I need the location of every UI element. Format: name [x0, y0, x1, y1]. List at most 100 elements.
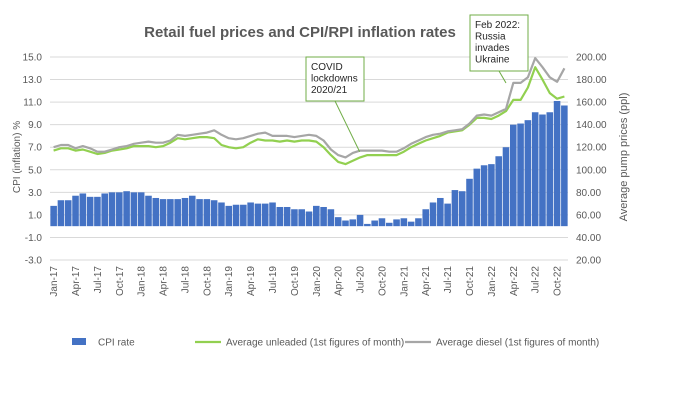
cpi-bar: [247, 202, 254, 227]
x-tick-label: Jan-20: [312, 266, 323, 297]
cpi-bar: [342, 220, 349, 227]
cpi-bar: [101, 193, 109, 227]
y-tick-label-right: 120.00: [576, 143, 607, 154]
cpi-bar: [466, 178, 473, 227]
y-tick-label-right: 140.00: [576, 120, 607, 131]
y-tick-label-left: 13.0: [23, 75, 43, 86]
legend-label: Average diesel (1st figures of month): [436, 338, 599, 349]
cpi-bar: [553, 100, 561, 227]
x-tick-label: Oct-20: [378, 266, 389, 296]
cpi-bar: [407, 221, 415, 227]
callout-text: lockdowns: [311, 74, 358, 85]
x-tick-label: Jan-18: [137, 266, 148, 297]
cpi-bar: [393, 219, 400, 227]
y-tick-label-right: 60.00: [576, 210, 601, 221]
cpi-bar: [473, 168, 481, 227]
cpi-bar: [152, 197, 160, 227]
cpi-bar: [422, 209, 430, 227]
cpi-bar: [444, 203, 451, 227]
fuel-lines: [53, 56, 566, 166]
x-tick-label: Oct-19: [290, 266, 301, 296]
cpi-bar: [364, 223, 371, 227]
x-tick-label: Jul-21: [443, 266, 454, 294]
callout-leader: [334, 100, 361, 152]
x-tick-label: Jan-22: [487, 266, 498, 297]
cpi-bar: [116, 192, 123, 227]
cpi-bar: [283, 206, 291, 227]
cpi-bar: [240, 204, 247, 227]
cpi-bar: [334, 217, 342, 227]
right-axis-ticks: 20.00 40.00 60.00 80.00 100.00 120.00 140.00 16…: [576, 53, 607, 267]
y-tick-label-right: 40.00: [576, 233, 601, 244]
legend-label: Average unleaded (1st figures of month): [226, 338, 404, 349]
callout-box: [305, 56, 365, 102]
callout-box: [469, 14, 529, 72]
cpi-bar: [488, 164, 495, 227]
left-axis-ticks: -3.0 -1.0 1.0 3.0 5.0 7.0 9.0 11.0 13.0 15.0: [23, 53, 43, 267]
cpi-bar: [517, 123, 524, 227]
cpi-bar: [254, 203, 262, 227]
cpi-bar: [137, 192, 145, 227]
y-tick-label-left: 7.0: [28, 143, 42, 154]
x-axis-ticks: Jan-17 Apr-17 Jul-17 Oct-17 Jan-18 Apr-18 Jul-…: [49, 266, 563, 297]
y-tick-label-right: 20.00: [576, 256, 601, 267]
cpi-bar: [218, 202, 225, 227]
cpi-bar: [174, 199, 181, 227]
cpi-bar: [291, 209, 298, 227]
cpi-bar: [188, 195, 196, 227]
cpi-bar: [108, 192, 116, 227]
unleaded-line: [53, 66, 565, 166]
chart-title: Retail fuel prices and CPI/RPI inflation…: [144, 24, 456, 41]
callout-text: Ukraine: [475, 55, 510, 66]
callout-text: Feb 2022:: [475, 20, 520, 31]
cpi-bar: [57, 200, 65, 227]
legend: CPI rate Average unleaded (1st figures of…: [72, 338, 599, 349]
y-tick-label-right: 80.00: [576, 188, 601, 199]
cpi-bar: [502, 147, 510, 227]
x-tick-label: Apr-22: [509, 266, 520, 296]
cpi-bar: [561, 105, 568, 227]
x-tick-label: Apr-17: [71, 266, 82, 296]
x-tick-label: Jul-20: [356, 266, 367, 294]
cpi-bar: [429, 202, 437, 227]
callout-text: invades: [475, 43, 509, 54]
cpi-bar: [196, 199, 203, 227]
cpi-bar: [130, 192, 138, 227]
x-tick-label: Jan-21: [399, 266, 410, 297]
cpi-bar: [451, 190, 459, 227]
y-axis-label-right: Average pump prices (ppl): [618, 93, 630, 222]
y-axis-label-left: CPI (inflation) %: [12, 121, 23, 193]
y-tick-label-left: 9.0: [28, 120, 42, 131]
cpi-bar: [531, 112, 539, 227]
y-tick-label-right: 180.00: [576, 75, 607, 86]
y-tick-label-left: 1.0: [28, 210, 42, 221]
diesel-line: [53, 56, 566, 159]
legend-swatch-cpi: [72, 338, 86, 345]
cpi-bar: [524, 120, 532, 227]
x-tick-label: Oct-18: [202, 266, 213, 296]
y-tick-label-left: 11.0: [23, 98, 42, 109]
y-tick-label-left: -3.0: [25, 256, 43, 267]
cpi-bar: [356, 214, 364, 227]
x-tick-label: Jul-17: [93, 266, 104, 294]
x-tick-label: Apr-18: [159, 266, 170, 296]
x-tick-label: Apr-21: [421, 266, 432, 296]
x-tick-label: Apr-20: [334, 266, 345, 296]
callout-leader: [498, 70, 507, 84]
cpi-bar: [72, 195, 79, 227]
cpi-bar: [480, 165, 488, 227]
y-tick-label-right: 100.00: [576, 165, 607, 176]
cpi-bar: [232, 204, 240, 227]
cpi-bar: [458, 191, 466, 227]
cpi-bar: [327, 209, 335, 227]
legend-label: CPI rate: [98, 338, 135, 349]
callout-text: 2020/21: [311, 85, 348, 96]
cpi-bar: [495, 156, 502, 227]
y-tick-label-left: 5.0: [28, 165, 42, 176]
cpi-bar: [167, 199, 174, 227]
y-tick-label-left: -1.0: [25, 233, 43, 244]
cpi-bar: [371, 220, 378, 227]
y-tick-label-left: 15.0: [23, 53, 43, 64]
